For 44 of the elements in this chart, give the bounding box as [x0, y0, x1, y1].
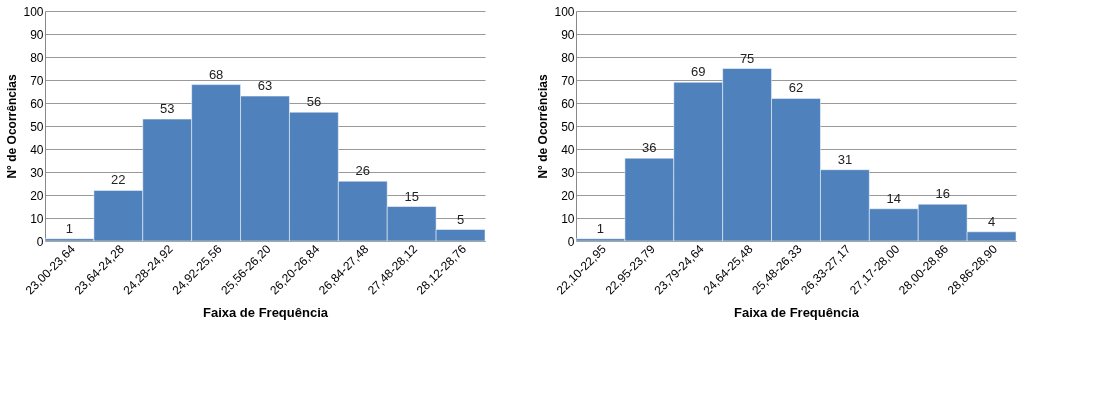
- x-axis-title: Faixa de Frequência: [734, 304, 860, 320]
- data-label: 63: [257, 78, 273, 94]
- data-label: 56: [306, 94, 322, 110]
- data-label: 1: [596, 220, 605, 236]
- y-tick-label: 50: [30, 119, 44, 134]
- data-label: 15: [404, 188, 419, 204]
- data-label: 62: [788, 80, 804, 96]
- data-label: 31: [837, 151, 853, 167]
- data-label: 53: [159, 101, 175, 117]
- y-tick-label: 70: [561, 73, 575, 88]
- y-tick-label: 40: [561, 142, 575, 157]
- y-tick-label: 100: [23, 4, 44, 19]
- x-axis-title: Faixa de Frequência: [203, 304, 329, 320]
- y-tick-label: 10: [30, 211, 44, 226]
- data-label: 68: [208, 66, 224, 82]
- y-tick-label: 0: [36, 234, 44, 249]
- y-tick-label: 60: [30, 96, 44, 111]
- y-tick-label: 10: [561, 211, 575, 226]
- data-label: 4: [987, 213, 996, 229]
- y-tick-label: 80: [561, 50, 575, 65]
- data-label: 1: [65, 220, 74, 236]
- y-tick-label: 70: [30, 73, 44, 88]
- y-tick-label: 0: [567, 234, 575, 249]
- data-label: 69: [690, 64, 706, 80]
- data-label: 36: [642, 140, 657, 156]
- y-tick-label: 90: [30, 27, 44, 42]
- y-tick-label: 20: [561, 188, 575, 203]
- data-label: 5: [456, 211, 465, 227]
- data-label: 22: [111, 172, 126, 188]
- data-label: 16: [935, 186, 950, 202]
- y-tick-label: 20: [30, 188, 44, 203]
- y-tick-label: 40: [30, 142, 44, 157]
- y-tick-label: 30: [30, 165, 44, 180]
- data-label: 75: [739, 50, 755, 66]
- data-label: 14: [886, 190, 902, 206]
- y-tick-label: 50: [561, 119, 575, 134]
- y-tick-label: 90: [561, 27, 575, 42]
- y-axis-title: N° de Ocorrências: [536, 74, 551, 179]
- y-tick-label: 100: [554, 4, 575, 19]
- y-tick-label: 30: [561, 165, 575, 180]
- y-axis-title: N° de Ocorrências: [5, 74, 20, 179]
- y-tick-label: 80: [30, 50, 44, 65]
- data-label: 26: [355, 163, 371, 179]
- y-tick-label: 60: [561, 96, 575, 111]
